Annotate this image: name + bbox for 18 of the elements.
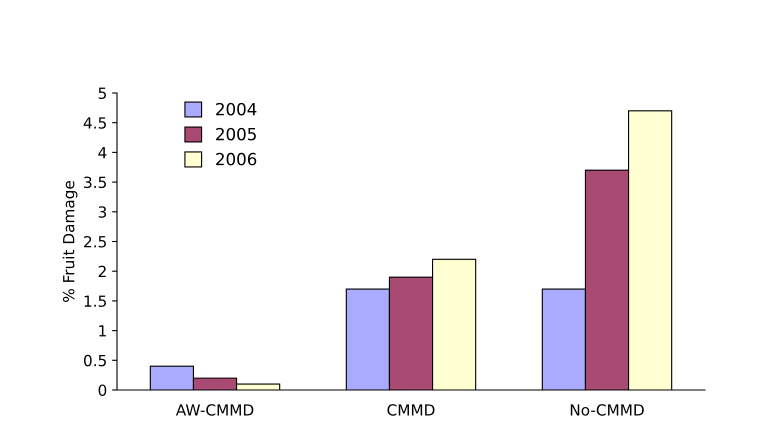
y-axis-title: % Fruit Damage bbox=[62, 181, 78, 302]
y-tick-label: 5 bbox=[98, 88, 106, 100]
y-tick-label: 4.5 bbox=[84, 117, 106, 129]
legend-label: 2004 bbox=[216, 102, 256, 116]
y-tick-label: 0 bbox=[98, 384, 106, 396]
y-tick-label: 2 bbox=[98, 266, 106, 278]
y-tick-label: 1 bbox=[99, 325, 106, 336]
y-tick-label: 3.5 bbox=[84, 176, 106, 188]
y-tick-label: 1.5 bbox=[84, 296, 106, 307]
y-tick-label: 4 bbox=[98, 147, 106, 158]
y-tick-label: 3 bbox=[98, 206, 106, 218]
legend-label: 2005 bbox=[216, 128, 256, 140]
x-tick-label: No-CMMD bbox=[570, 404, 644, 416]
y-tick-label: 0.5 bbox=[84, 354, 106, 366]
y-tick-label: 2.5 bbox=[84, 236, 106, 248]
x-tick-label: CMMD bbox=[387, 404, 434, 416]
x-tick-label: AW-CMMD bbox=[176, 404, 254, 416]
legend-label: 2006 bbox=[216, 152, 256, 166]
